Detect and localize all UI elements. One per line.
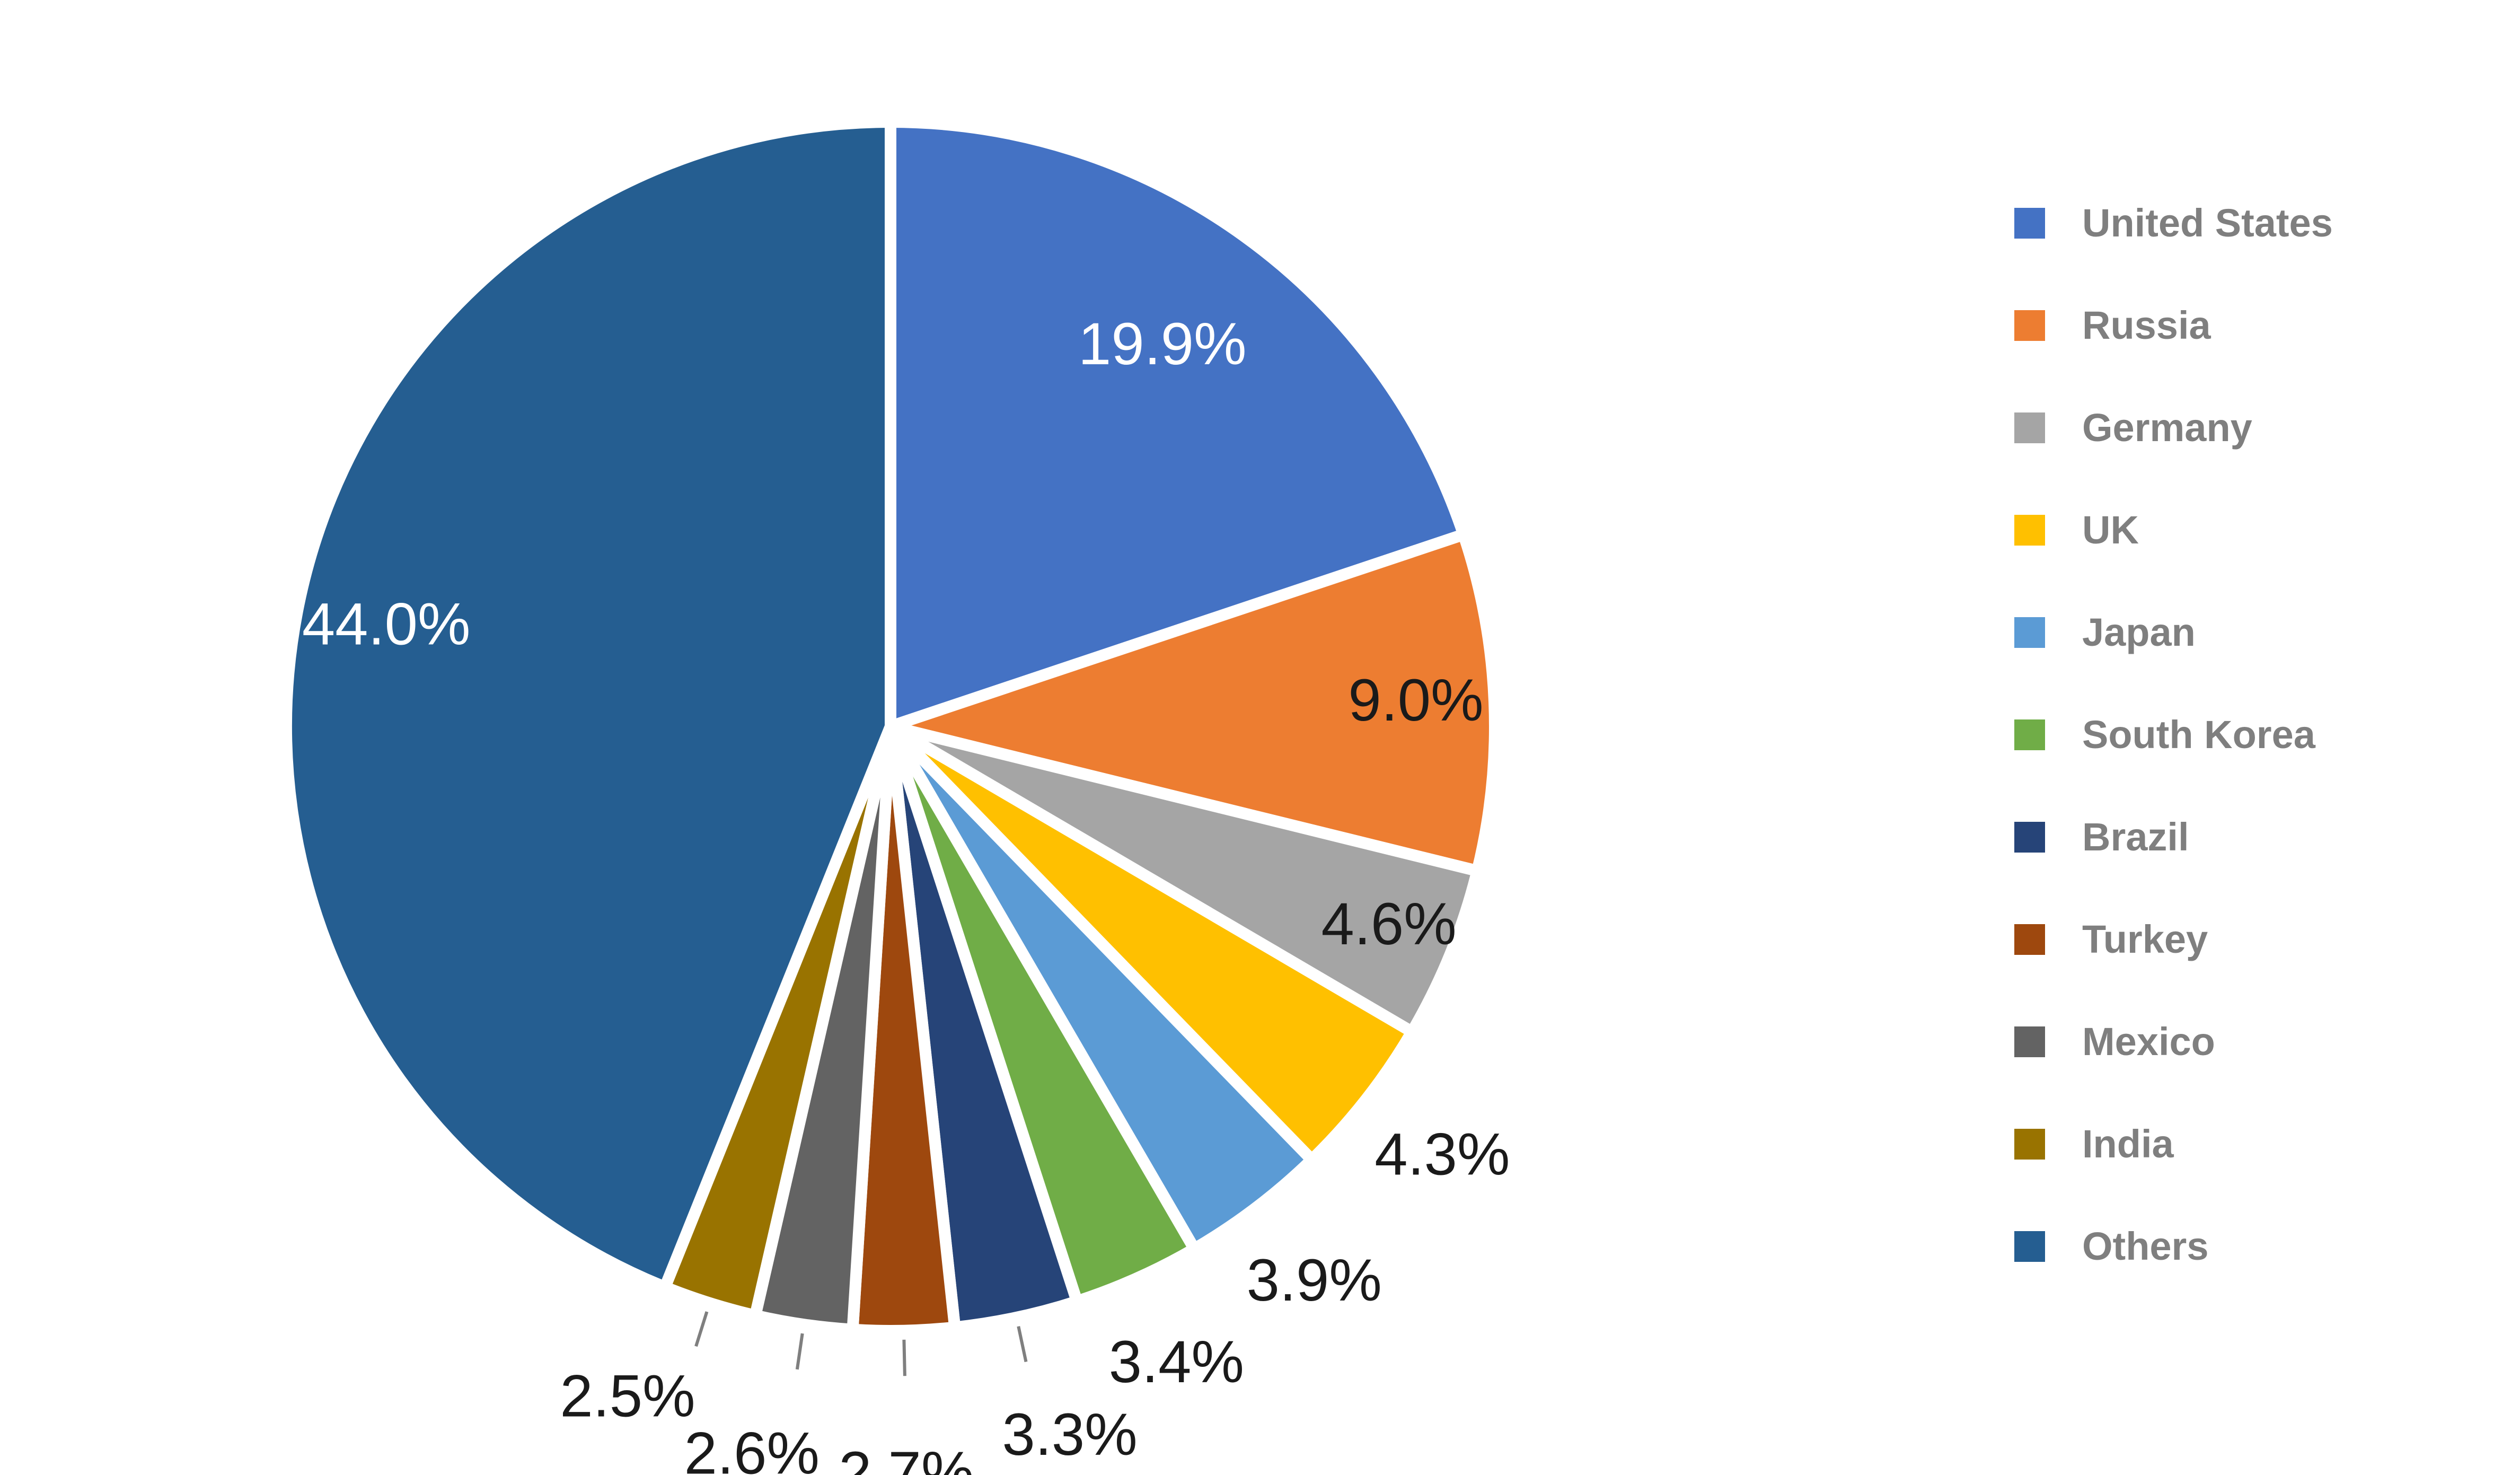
data-label-russia: 9.0%	[1348, 667, 1483, 733]
legend-item-mexico: Mexico	[2014, 1019, 2215, 1064]
legend-swatch	[2014, 310, 2045, 341]
legend-item-others: Others	[2014, 1224, 2209, 1269]
leader-line-turkey	[902, 1339, 906, 1376]
legend-label: Others	[2082, 1224, 2209, 1268]
slice-united-states	[885, 116, 1471, 735]
legend-label: UK	[2082, 508, 2139, 552]
legend-swatch	[2014, 1128, 2045, 1160]
slice-uk	[886, 721, 1420, 1168]
leader-line-brazil	[1017, 1326, 1028, 1363]
legend-swatch	[2014, 617, 2045, 648]
data-label-india: 2.5%	[560, 1363, 695, 1429]
leader-lines	[694, 1311, 1028, 1376]
data-label-japan: 3.9%	[1247, 1247, 1382, 1313]
data-label-turkey: 2.7%	[839, 1439, 974, 1475]
slice-germany	[887, 721, 1485, 1040]
legend-swatch	[2014, 514, 2045, 546]
legend-item-uk: UK	[2014, 507, 2139, 552]
legend-label: Mexico	[2082, 1020, 2215, 1064]
legend-item-germany: Germany	[2014, 405, 2252, 450]
data-label-uk: 4.3%	[1374, 1121, 1510, 1187]
slice-russia	[869, 527, 1501, 878]
legend-swatch	[2014, 719, 2045, 750]
legend-item-japan: Japan	[2014, 610, 2196, 655]
legend-item-brazil: Brazil	[2014, 814, 2189, 859]
legend-label: United States	[2082, 201, 2333, 245]
data-label-south-korea: 3.4%	[1109, 1329, 1244, 1395]
data-label-germany: 4.6%	[1321, 891, 1456, 957]
legend-swatch	[2014, 924, 2045, 955]
legend-label: South Korea	[2082, 713, 2315, 757]
data-label-mexico: 2.6%	[684, 1420, 820, 1475]
legend-label: Turkey	[2082, 917, 2208, 961]
legend-label: Brazil	[2082, 815, 2189, 859]
legend-label: Germany	[2082, 406, 2252, 450]
slice-others	[280, 116, 896, 1295]
data-label-brazil: 3.3%	[1002, 1401, 1137, 1468]
data-labels: 19.9% 9.0% 4.6% 4.3% 3.9%3.4%3.3% 2.7% 2.6%2.5…	[302, 311, 1510, 1475]
legend-swatch	[2014, 207, 2045, 239]
legend-label: India	[2082, 1122, 2174, 1166]
legend-label: Japan	[2082, 610, 2196, 654]
data-label-others: 44.0%	[302, 591, 471, 657]
legend-label: Russia	[2082, 303, 2211, 347]
legend-item-india: India	[2014, 1121, 2174, 1166]
pie-slices	[280, 116, 1501, 1337]
leader-line-mexico	[795, 1333, 804, 1370]
data-label-united-states: 19.9%	[1078, 311, 1247, 377]
legend-item-united-states: United States	[2014, 200, 2333, 245]
leader-line-india	[694, 1311, 709, 1347]
legend-item-turkey: Turkey	[2014, 917, 2208, 962]
legend-swatch	[2014, 412, 2045, 443]
legend-swatch	[2014, 1026, 2045, 1057]
legend-item-south-korea: South Korea	[2014, 712, 2315, 757]
legend-item-russia: Russia	[2014, 303, 2211, 348]
legend-swatch	[2014, 1231, 2045, 1262]
legend-swatch	[2014, 821, 2045, 853]
